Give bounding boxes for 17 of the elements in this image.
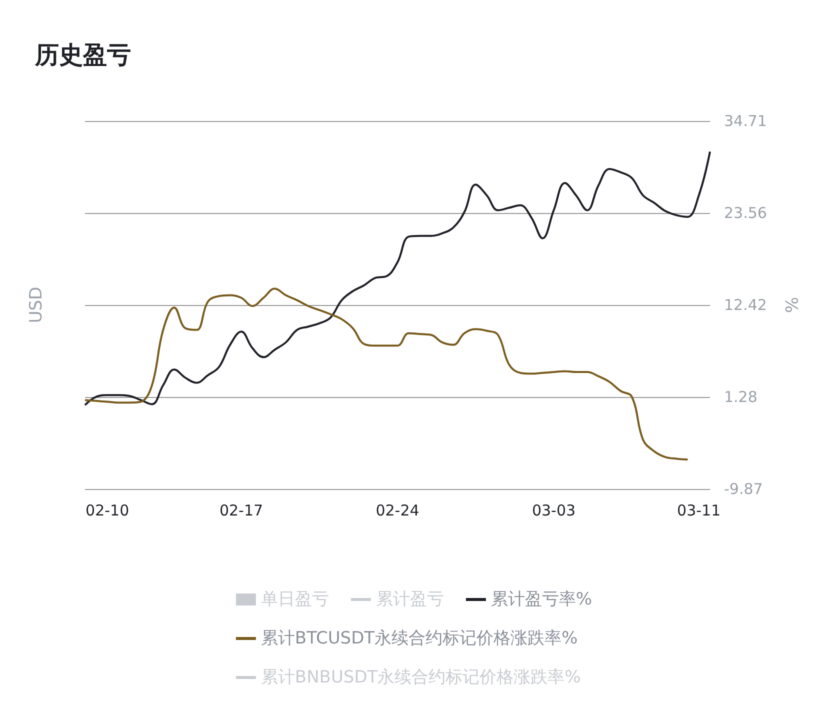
legend-label: 累计BTCUSDT永续合约标记价格涨跌率%: [260, 628, 578, 648]
legend-label: 累计盈亏率%: [490, 590, 592, 610]
line-series: [84, 150, 711, 406]
chart-title: 历史盈亏: [34, 41, 131, 69]
line-series: [84, 288, 689, 461]
x-tick-label: 02-10: [86, 502, 130, 520]
x-tick-label: 03-11: [677, 502, 721, 520]
y2-tick-label: 23.56: [724, 204, 767, 222]
x-tick-label: 02-17: [219, 502, 264, 520]
y-axis-title: USD: [26, 286, 46, 324]
x-tick-label: 02-24: [376, 502, 420, 520]
y2-axis-title: %: [780, 296, 800, 314]
y2-tick-label: 12.42: [724, 296, 767, 314]
y2-tick-label: 34.71: [724, 112, 767, 130]
y2-tick-label: 1.28: [724, 388, 758, 406]
y2-tick-label: -9.87: [724, 480, 763, 498]
x-tick-label: 03-03: [532, 502, 576, 520]
